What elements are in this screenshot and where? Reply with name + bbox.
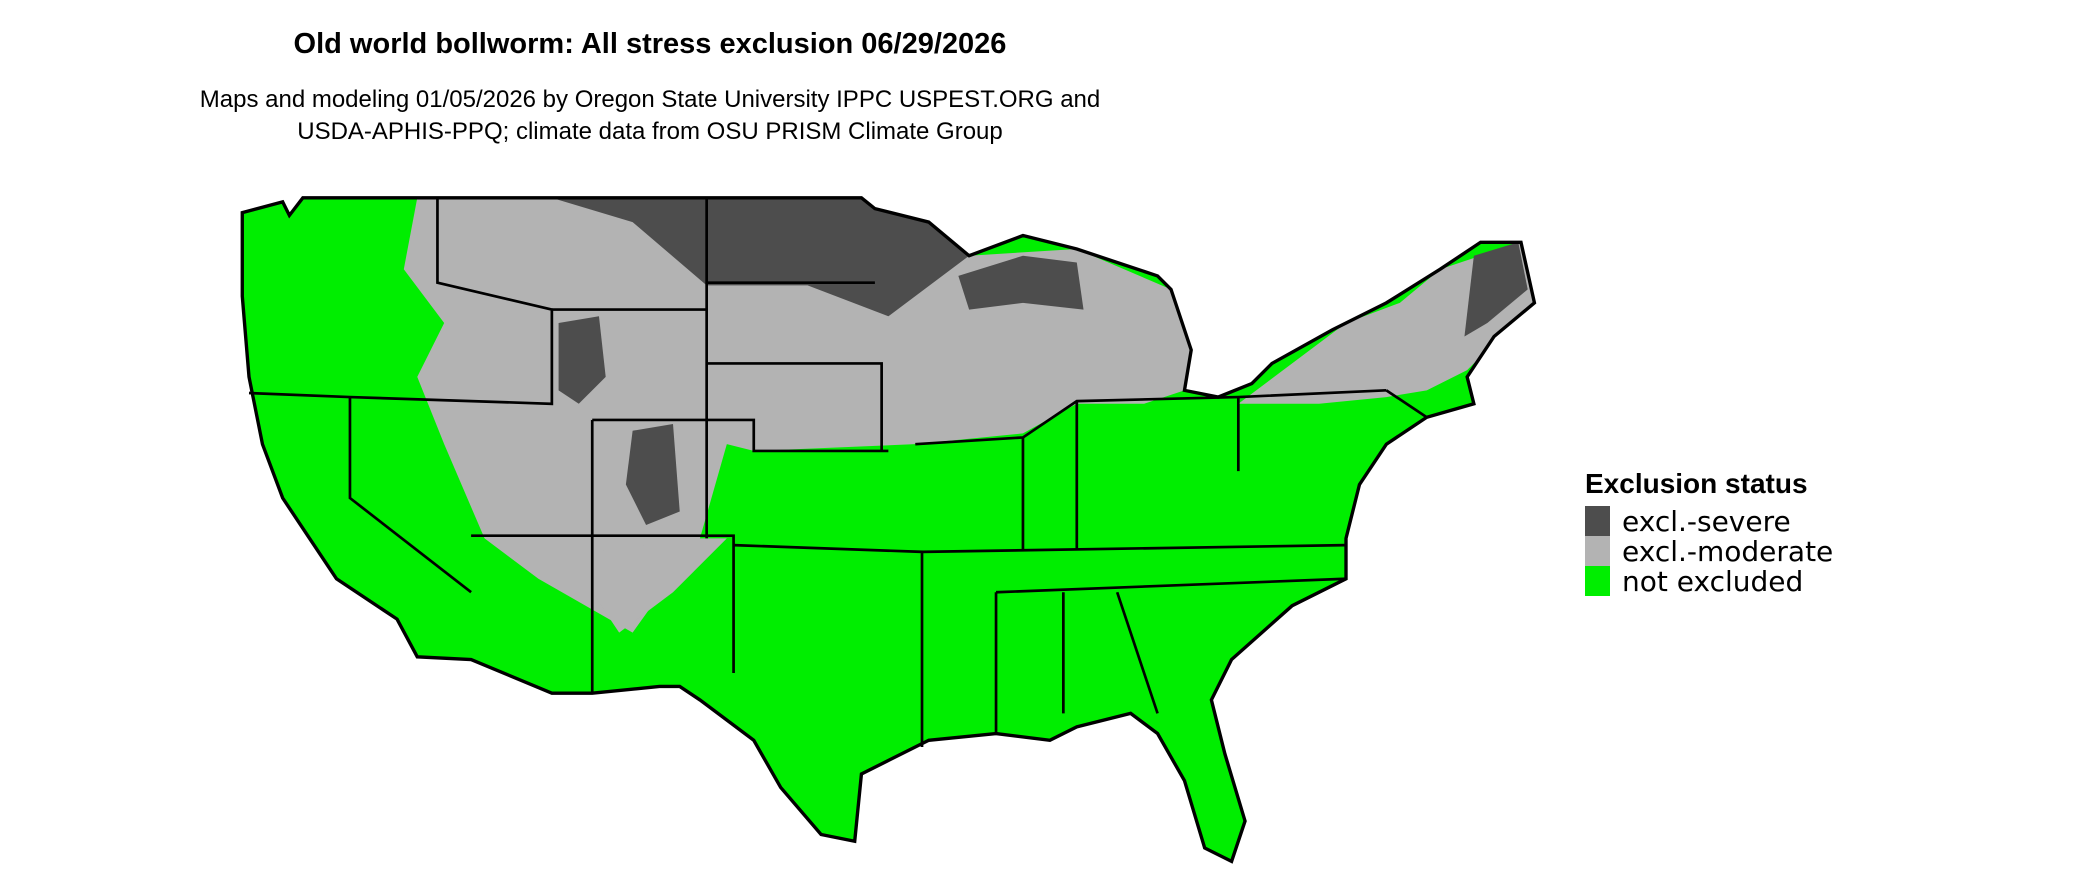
- region-severe-dakota-minnesota: [551, 197, 970, 317]
- legend-item-severe: excl.-severe: [1585, 504, 1833, 538]
- legend-title: Exclusion status: [1585, 468, 1808, 499]
- legend-label: not excluded: [1622, 564, 1804, 598]
- legend-item-not-excluded: not excluded: [1585, 564, 1833, 598]
- state-borders: [248, 197, 1428, 748]
- region-severe-wisconsin: [958, 255, 1084, 310]
- map-subtitle: Maps and modeling 01/05/2026 by Oregon S…: [0, 84, 1300, 148]
- legend-item-moderate: excl.-moderate: [1585, 534, 1834, 568]
- map-title: Old world bollworm: All stress exclusion…: [293, 28, 1007, 60]
- region-severe-wyoming: [558, 316, 606, 404]
- legend-label: excl.-severe: [1622, 504, 1791, 538]
- region-moderate-northeast: [1238, 242, 1535, 404]
- region-severe-colorado: [625, 423, 680, 525]
- subtitle-line-1: Maps and modeling 01/05/2026 by Oregon S…: [199, 86, 1101, 113]
- legend-swatch-severe: [1585, 506, 1610, 536]
- legend-swatch-moderate: [1585, 536, 1610, 566]
- legend: Exclusion status excl.-severe excl.-mode…: [1585, 468, 1834, 598]
- region-moderate-north: [403, 197, 1192, 633]
- region-severe-maine: [1464, 242, 1528, 337]
- subtitle-line-2: USDA-APHIS-PPQ; climate data from OSU PR…: [297, 118, 1003, 145]
- region-moderate-southwest: [592, 538, 727, 633]
- legend-swatch-not-excluded: [1585, 566, 1610, 596]
- legend-label: excl.-moderate: [1622, 534, 1834, 568]
